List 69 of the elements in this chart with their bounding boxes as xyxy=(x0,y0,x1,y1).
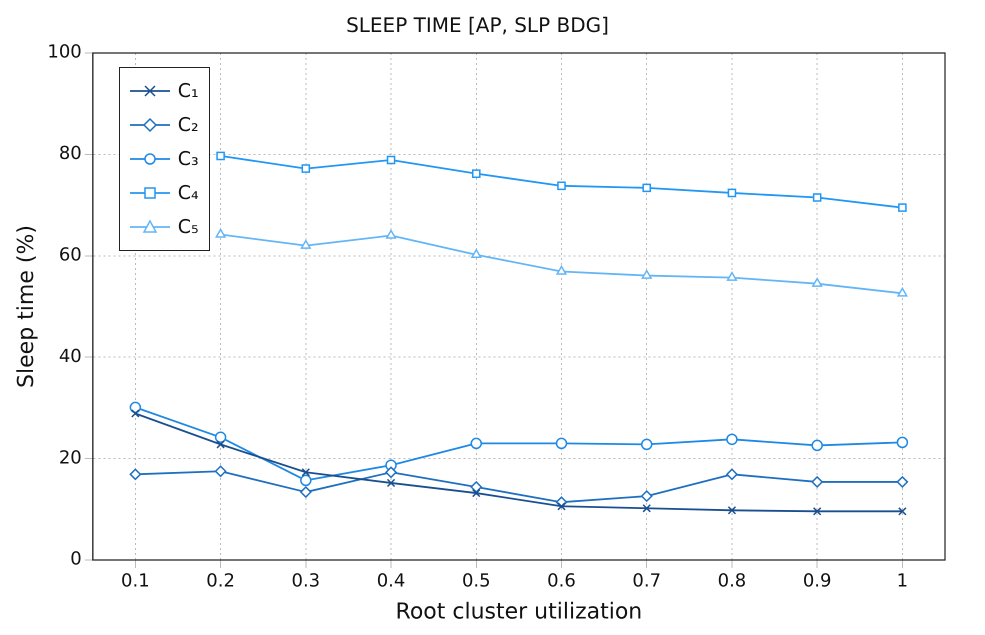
point xyxy=(726,434,738,446)
x-tick-label: 0.3 xyxy=(291,570,320,592)
point xyxy=(728,188,736,198)
point xyxy=(302,164,310,173)
y-tick-label: 20 xyxy=(58,447,82,468)
point xyxy=(642,270,652,279)
point xyxy=(556,266,567,275)
x-tick-label: 0.1 xyxy=(121,570,150,592)
point xyxy=(640,438,652,450)
point xyxy=(386,230,396,239)
legend-label: C₅ xyxy=(178,216,199,238)
point xyxy=(130,468,142,480)
point xyxy=(300,486,312,498)
point xyxy=(386,156,396,164)
x-tick-label: 0.4 xyxy=(376,570,406,592)
point xyxy=(472,488,481,498)
point xyxy=(640,490,652,502)
point xyxy=(471,249,482,258)
legend-label: C₂ xyxy=(178,114,199,136)
point xyxy=(216,440,225,449)
x-axis-title: Root cluster utilization xyxy=(396,600,642,625)
point xyxy=(472,169,481,178)
chart-title: SLEEP TIME [AP, SLP BDG] xyxy=(346,13,609,38)
point xyxy=(386,478,396,488)
point xyxy=(642,504,651,513)
point xyxy=(897,288,908,297)
point xyxy=(216,228,226,238)
point xyxy=(811,440,823,452)
point xyxy=(726,468,738,480)
point xyxy=(131,409,140,418)
point xyxy=(812,507,822,516)
point xyxy=(300,240,311,249)
point xyxy=(470,438,482,450)
point xyxy=(470,481,482,493)
y-tick-label: 40 xyxy=(58,346,82,367)
x-tick-label: 0.2 xyxy=(206,570,235,592)
x-tick-label: 0.5 xyxy=(462,570,491,592)
point xyxy=(302,468,310,477)
point xyxy=(214,466,226,478)
x-tick-label: 0.6 xyxy=(547,570,576,592)
y-axis-title: Sleep time (%) xyxy=(14,225,39,388)
y-tick-label: 100 xyxy=(47,42,82,63)
point xyxy=(896,436,908,448)
point xyxy=(898,203,907,212)
y-tick-label: 80 xyxy=(58,143,82,164)
point xyxy=(216,152,225,160)
point xyxy=(385,466,397,478)
point xyxy=(812,278,822,287)
point xyxy=(214,432,226,444)
point xyxy=(898,507,907,516)
legend-label: C₄ xyxy=(178,182,199,204)
point xyxy=(812,193,822,202)
x-tick-label: 0.8 xyxy=(718,570,746,592)
y-tick-label: 60 xyxy=(58,244,82,266)
point xyxy=(642,184,651,192)
y-tick-label: 0 xyxy=(70,548,82,570)
point xyxy=(557,502,566,511)
point xyxy=(557,182,566,190)
point xyxy=(728,506,736,515)
point xyxy=(811,476,823,488)
point xyxy=(896,476,908,488)
point xyxy=(726,272,738,281)
x-tick-label: 1 xyxy=(896,570,908,592)
x-tick-label: 0.9 xyxy=(802,570,832,592)
point xyxy=(556,438,568,450)
point xyxy=(300,474,312,486)
legend-label: C₃ xyxy=(178,148,199,170)
legend-label: C₁ xyxy=(178,80,199,102)
x-tick-label: 0.7 xyxy=(632,570,662,592)
